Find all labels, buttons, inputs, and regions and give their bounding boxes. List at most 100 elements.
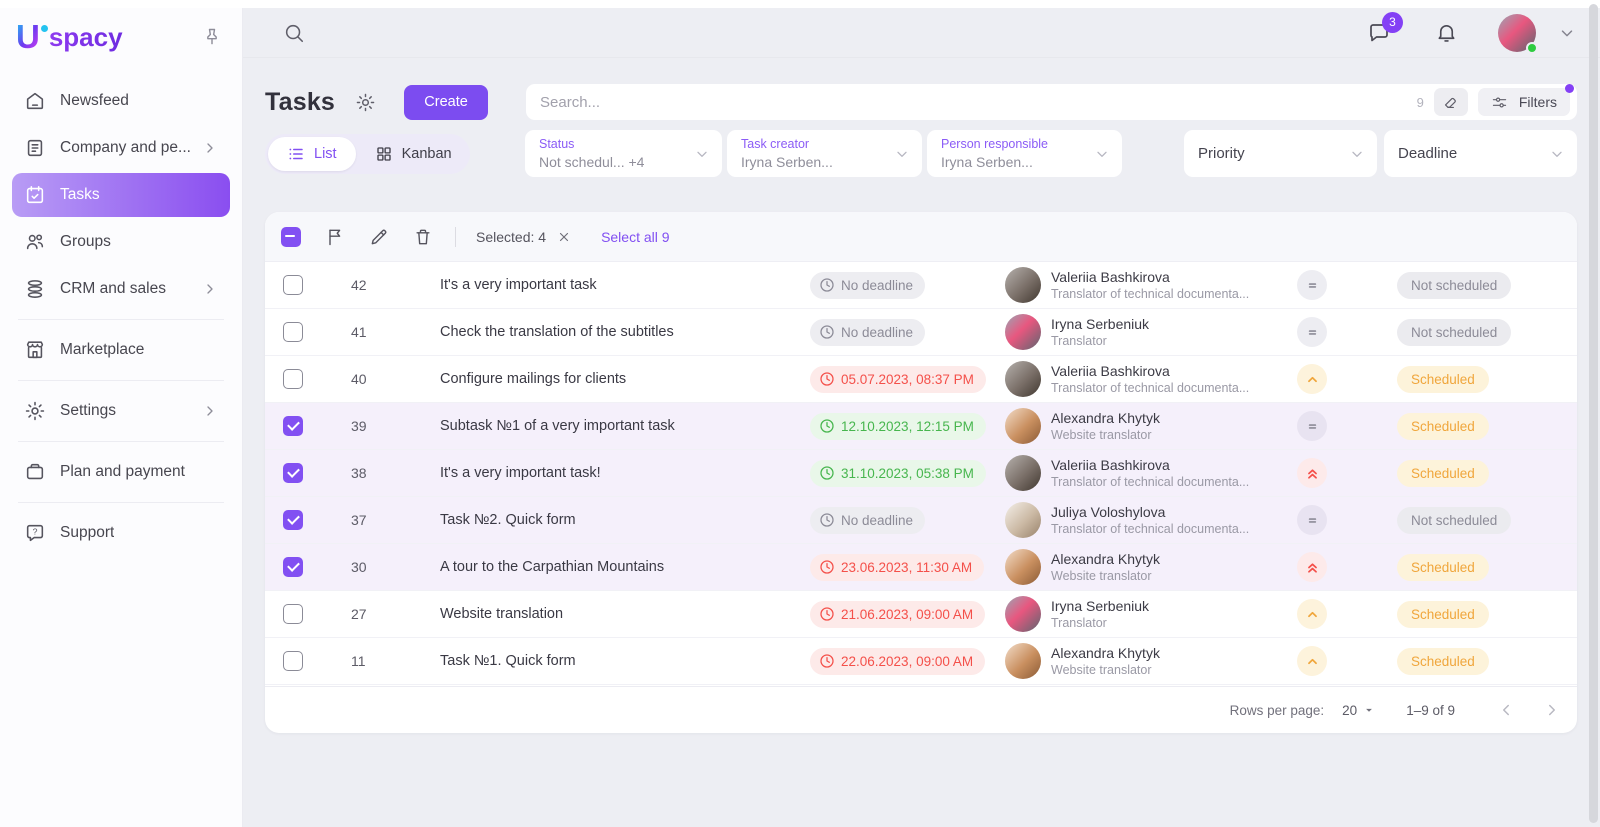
person-cell[interactable]: Valeriia Bashkirova Translator of techni… xyxy=(1005,455,1297,491)
status-badge[interactable]: Scheduled xyxy=(1397,459,1489,487)
task-title[interactable]: A tour to the Carpathian Mountains xyxy=(440,559,665,575)
clear-selection-icon[interactable] xyxy=(557,230,571,244)
deadline-pill[interactable]: 21.06.2023, 09:00 AM xyxy=(810,600,986,628)
sidebar-item-tasks[interactable]: Tasks xyxy=(12,173,230,217)
tasks-settings-gear-icon[interactable] xyxy=(355,92,376,113)
sidebar-item-support[interactable]: ? Support xyxy=(12,511,230,555)
create-button[interactable]: Create xyxy=(404,84,489,120)
global-search-icon[interactable] xyxy=(283,22,305,44)
deadline-pill[interactable]: 31.10.2023, 05:38 PM xyxy=(810,459,986,487)
edit-action-icon[interactable] xyxy=(369,227,389,247)
view-toggle-list[interactable]: List xyxy=(268,136,356,171)
task-row[interactable]: 38 It's a very important task! 31.10.202… xyxy=(265,450,1577,497)
page-scrollbar[interactable] xyxy=(1589,4,1598,823)
deadline-pill[interactable]: 05.07.2023, 08:37 PM xyxy=(810,365,986,393)
row-checkbox[interactable] xyxy=(283,369,303,389)
task-title[interactable]: Configure mailings for clients xyxy=(440,371,627,387)
flag-action-icon[interactable] xyxy=(325,227,345,247)
select-all-link[interactable]: Select all 9 xyxy=(601,228,670,245)
status-badge[interactable]: Scheduled xyxy=(1397,365,1489,393)
deadline-pill[interactable]: No deadline xyxy=(810,271,926,299)
priority-high-icon[interactable] xyxy=(1297,599,1327,629)
person-cell[interactable]: Alexandra Khytyk Website translator xyxy=(1005,643,1297,679)
person-cell[interactable]: Alexandra Khytyk Website translator xyxy=(1005,549,1297,585)
priority-high-icon[interactable] xyxy=(1297,646,1327,676)
task-title[interactable]: Task №2. Quick form xyxy=(440,512,576,528)
row-checkbox[interactable] xyxy=(283,557,303,577)
filter-chip-deadline[interactable]: Deadline xyxy=(1384,130,1577,177)
status-badge[interactable]: Scheduled xyxy=(1397,412,1489,440)
previous-page-icon[interactable] xyxy=(1497,701,1515,719)
row-checkbox[interactable] xyxy=(283,463,303,483)
filter-chip-task-creator[interactable]: Task creator Iryna Serben... xyxy=(727,130,922,177)
notifications-bell-icon[interactable] xyxy=(1435,21,1458,44)
person-cell[interactable]: Juliya Voloshylova Translator of technic… xyxy=(1005,502,1297,538)
deadline-pill[interactable]: No deadline xyxy=(810,318,926,346)
task-row[interactable]: 37 Task №2. Quick form No deadline Juliy… xyxy=(265,497,1577,544)
sidebar-item-settings[interactable]: Settings xyxy=(12,389,230,433)
task-row[interactable]: 11 Task №1. Quick form 22.06.2023, 09:00… xyxy=(265,638,1577,685)
sidebar-item-newsfeed[interactable]: Newsfeed xyxy=(12,79,230,123)
task-row[interactable]: 40 Configure mailings for clients 05.07.… xyxy=(265,356,1577,403)
person-cell[interactable]: Iryna Serbeniuk Translator xyxy=(1005,596,1297,632)
priority-medium-icon[interactable] xyxy=(1297,270,1327,300)
deadline-pill[interactable]: 12.10.2023, 12:15 PM xyxy=(810,412,986,440)
row-checkbox[interactable] xyxy=(283,416,303,436)
priority-medium-icon[interactable] xyxy=(1297,505,1327,535)
chat-button[interactable]: 3 xyxy=(1367,11,1403,45)
status-badge[interactable]: Scheduled xyxy=(1397,600,1489,628)
clear-filters-button[interactable] xyxy=(1433,88,1468,116)
priority-medium-icon[interactable] xyxy=(1297,411,1327,441)
person-cell[interactable]: Iryna Serbeniuk Translator xyxy=(1005,314,1297,350)
person-cell[interactable]: Alexandra Khytyk Website translator xyxy=(1005,408,1297,444)
sidebar-item-company-and-pe[interactable]: Company and pe... xyxy=(12,126,230,170)
deadline-pill[interactable]: No deadline xyxy=(810,506,926,534)
task-row[interactable]: 41 Check the translation of the subtitle… xyxy=(265,309,1577,356)
task-title[interactable]: It's a very important task! xyxy=(440,465,601,481)
next-page-icon[interactable] xyxy=(1543,701,1561,719)
status-badge[interactable]: Not scheduled xyxy=(1397,271,1512,299)
status-badge[interactable]: Scheduled xyxy=(1397,647,1489,675)
deadline-pill[interactable]: 23.06.2023, 11:30 AM xyxy=(810,553,985,581)
row-checkbox[interactable] xyxy=(283,604,303,624)
search-input[interactable] xyxy=(540,93,1407,111)
task-title[interactable]: Check the translation of the subtitles xyxy=(440,324,674,340)
view-toggle-kanban[interactable]: Kanban xyxy=(356,137,471,171)
filter-chip-person-responsible[interactable]: Person responsible Iryna Serben... xyxy=(927,130,1122,177)
profile-chevron-down-icon[interactable] xyxy=(1558,24,1576,42)
task-row[interactable]: 42 It's a very important task No deadlin… xyxy=(265,262,1577,309)
person-cell[interactable]: Valeriia Bashkirova Translator of techni… xyxy=(1005,361,1297,397)
row-checkbox[interactable] xyxy=(283,651,303,671)
task-title[interactable]: Task №1. Quick form xyxy=(440,653,576,669)
filters-button[interactable]: Filters xyxy=(1477,84,1574,116)
status-badge[interactable]: Not scheduled xyxy=(1397,506,1512,534)
delete-action-icon[interactable] xyxy=(413,227,433,247)
sidebar-item-plan-and-payment[interactable]: Plan and payment xyxy=(12,450,230,494)
task-row[interactable]: 27 Website translation 21.06.2023, 09:00… xyxy=(265,591,1577,638)
rows-per-page-select[interactable]: 20 xyxy=(1342,703,1376,718)
priority-high-icon[interactable] xyxy=(1297,364,1327,394)
priority-highest-icon[interactable] xyxy=(1297,552,1327,582)
priority-medium-icon[interactable] xyxy=(1297,317,1327,347)
row-checkbox[interactable] xyxy=(283,322,303,342)
task-row[interactable]: 39 Subtask №1 of a very important task 1… xyxy=(265,403,1577,450)
person-cell[interactable]: Valeriia Bashkirova Translator of techni… xyxy=(1005,267,1297,303)
row-checkbox[interactable] xyxy=(283,275,303,295)
deadline-pill[interactable]: 22.06.2023, 09:00 AM xyxy=(810,647,986,675)
row-checkbox[interactable] xyxy=(283,510,303,530)
select-all-checkbox[interactable] xyxy=(281,226,301,247)
task-title[interactable]: Subtask №1 of a very important task xyxy=(440,418,675,434)
priority-highest-icon[interactable] xyxy=(1297,458,1327,488)
sidebar-item-crm-and-sales[interactable]: CRM and sales xyxy=(12,267,230,311)
status-badge[interactable]: Not scheduled xyxy=(1397,318,1512,346)
user-avatar[interactable] xyxy=(1498,13,1538,54)
pin-sidebar-icon[interactable] xyxy=(202,27,222,47)
task-row[interactable]: 30 A tour to the Carpathian Mountains 23… xyxy=(265,544,1577,591)
filter-chip-priority[interactable]: Priority xyxy=(1184,130,1377,177)
status-badge[interactable]: Scheduled xyxy=(1397,553,1489,581)
sidebar-item-groups[interactable]: Groups xyxy=(12,220,230,264)
filter-chip-status[interactable]: Status Not schedul... +4 xyxy=(525,130,722,177)
task-title[interactable]: Website translation xyxy=(440,606,564,622)
task-title[interactable]: It's a very important task xyxy=(440,277,597,293)
sidebar-item-marketplace[interactable]: Marketplace xyxy=(12,328,230,372)
